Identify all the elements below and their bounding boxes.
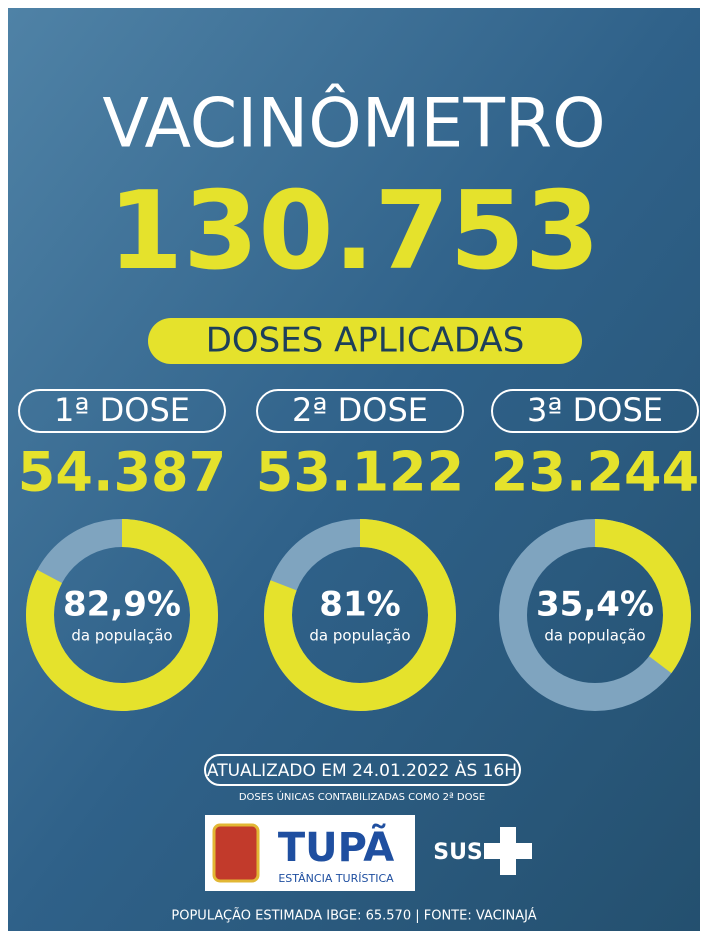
subtitle: DOSES APLICADAS — [206, 321, 525, 361]
logo-subtitle: ESTÂNCIA TURÍSTICA — [278, 872, 394, 885]
note: DOSES ÚNICAS CONTABILIZADAS COMO 2ª DOSE — [239, 790, 485, 803]
dose-count: 53.122 — [256, 441, 464, 504]
dose-count: 23.244 — [491, 441, 699, 504]
percent-caption: da população — [544, 627, 645, 645]
percent-label: 81% — [319, 585, 400, 625]
poster: VACINÔMETRO 130.753 DOSES APLICADAS 1ª D… — [0, 0, 708, 939]
percent-label: 35,4% — [536, 585, 654, 625]
updated: ATUALIZADO EM 24.01.2022 ÀS 16H — [207, 759, 517, 781]
dose-title: 2ª DOSE — [292, 391, 428, 429]
sus: SUS — [433, 840, 483, 865]
dose-title: 3ª DOSE — [527, 391, 663, 429]
percent-label: 82,9% — [63, 585, 181, 625]
percent-caption: da população — [309, 627, 410, 645]
dose-title: 1ª DOSE — [54, 391, 190, 429]
source: POPULAÇÃO ESTIMADA IBGE: 65.570 | FONTE:… — [171, 908, 536, 924]
logo-crest — [214, 825, 258, 881]
percent-caption: da população — [71, 627, 172, 645]
title: VACINÔMETRO — [102, 84, 605, 164]
logo-name: TUPÃ — [278, 822, 394, 871]
dose-count: 54.387 — [18, 441, 226, 504]
total: 130.753 — [108, 169, 600, 294]
